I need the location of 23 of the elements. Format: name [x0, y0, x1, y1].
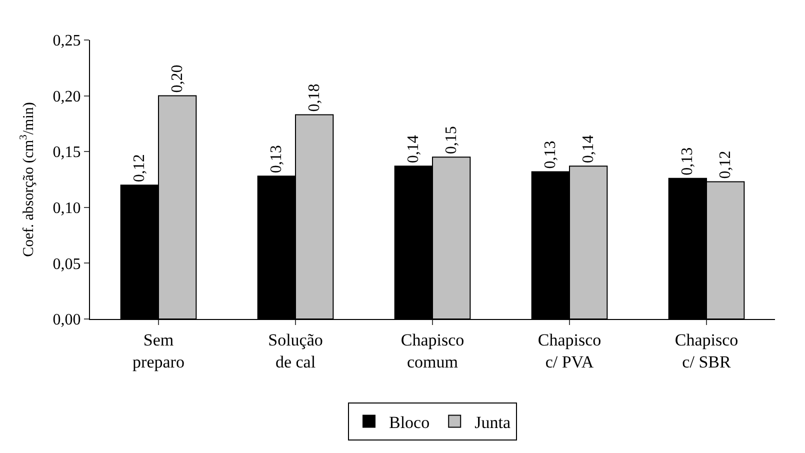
data-label: 0,12 [131, 154, 148, 182]
data-label: 0,14 [405, 135, 422, 164]
data-label: 0,12 [716, 150, 734, 179]
x-tick-label: Solução de cal [268, 330, 323, 372]
legend-label: Bloco [389, 412, 430, 432]
data-label: 0,20 [168, 64, 186, 93]
y-tick-label: 0,20 [52, 88, 81, 106]
legend-label: Junta [474, 412, 511, 432]
x-tick-label: Sem preparo [132, 330, 184, 372]
y-tick-label: 0,05 [52, 256, 81, 273]
data-label: 0,13 [268, 145, 286, 174]
x-tick-label: Chapisco comum [400, 330, 464, 372]
x-tick-label: Chapisco c/ SBR [674, 330, 738, 372]
data-label: 0,13 [542, 140, 560, 169]
data-label: 0,13 [679, 147, 696, 176]
data-label: 0,14 [580, 135, 597, 164]
x-tick-label: Chapisco c/ PVA [538, 330, 602, 372]
data-label: 0,18 [306, 84, 323, 112]
y-tick-label: 0,25 [52, 32, 81, 50]
y-tick-label: 0,15 [52, 144, 81, 162]
data-label: 0,15 [442, 126, 460, 154]
y-tick-label: 0,00 [52, 312, 81, 329]
y-tick-label: 0,10 [52, 200, 81, 217]
